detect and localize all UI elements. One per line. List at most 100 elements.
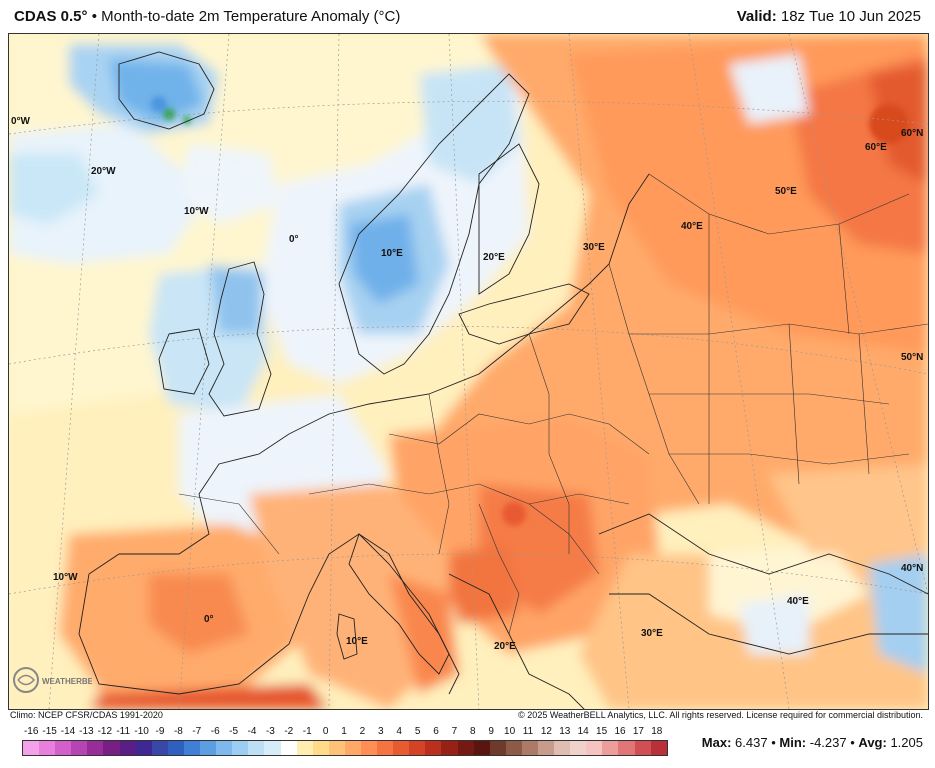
colorbar-label: 11 [522,726,534,737]
label-20w-north: 20°W [91,166,116,177]
colorbar-cell [344,741,361,755]
colorbar-label: -10 [134,726,149,737]
colorbar-cell [457,741,474,755]
colorbar-label: -12 [97,726,113,737]
label-40e-north: 40°E [681,221,703,232]
avg-value: 1.205 [890,735,923,750]
max-value: 6.437 [735,735,768,750]
header: CDAS 0.5° • Month-to-date 2m Temperature… [0,0,935,32]
colorbar-label: 0 [322,726,329,737]
colorbar-label: 17 [632,726,644,737]
colorbar-cell [232,741,249,755]
colorbar-label: 13 [559,726,571,737]
colorbar-label: -3 [265,726,275,737]
valid-time-value: 18z Tue 10 Jun 2025 [780,8,921,25]
stats-dot-2: • [850,735,855,750]
label-40n: 40°N [901,563,923,574]
valid-label: Valid: [736,8,777,25]
colorbar-cell [39,741,56,755]
colorbar-cell [393,741,410,755]
min-value: -4.237 [809,735,847,750]
anomaly-map[interactable]: 0°W 20°W 10°W 0° 10°E 20°E 30°E 40°E 50°… [8,33,929,710]
label-20e-south: 20°E [494,641,516,652]
max-label: Max: [701,735,732,750]
copyright-note: © 2025 WeatherBELL Analytics, LLC. All r… [518,710,923,720]
label-10e-north: 10°E [381,248,403,259]
colorbar-label: 1 [341,726,347,737]
colorbar-label: -4 [247,726,257,737]
colorbar-cell [409,741,426,755]
colorbar-cell [425,741,442,755]
colorbar-cell [554,741,571,755]
label-50n: 50°N [901,352,923,363]
graticule [9,34,928,709]
colorbar-cell [296,741,313,755]
colorbar-cell [328,741,345,755]
colorbar-label: 4 [396,726,402,737]
colorbar-label: -1 [302,726,312,737]
colorbar-cell [280,741,297,755]
valid-time: Valid: 18z Tue 10 Jun 2025 [737,8,921,25]
colorbar-label: 15 [596,726,608,737]
colorbar-cell [618,741,635,755]
label-10e-south: 10°E [346,636,368,647]
colorbar-cell [538,741,555,755]
product-name: Month-to-date 2m Temperature Anomaly (°C… [101,8,401,25]
colorbar-label: 3 [378,726,384,737]
colorbar-label: 7 [451,726,458,737]
colorbar-cell [312,741,329,755]
colorbar-cell [183,741,201,755]
label-60e-north: 60°E [865,142,887,153]
colorbar-cell [167,741,184,755]
colorbar-cell [71,741,88,755]
label-30e-south: 30°E [641,628,663,639]
label-10w-south: 10°W [53,572,78,583]
colorbar-label: 14 [577,726,589,737]
model-name: CDAS 0.5° [14,8,88,25]
stats-dot-1: • [771,735,776,750]
label-0-north: 0° [289,234,299,245]
colorbar-cell [151,741,168,755]
colorbar-label: -16 [23,726,39,737]
colorbar-label: 18 [651,726,663,737]
label-20e-north: 20°E [483,252,505,263]
coastlines [78,51,928,709]
colorbar-cell [135,741,152,755]
title-separator: • [91,8,97,25]
weatherbell-logo-graphic: WEATHERBELL [13,667,103,693]
anomaly-field [9,34,928,709]
colorbar-cell [521,741,538,755]
colorbar-cell [248,741,265,755]
colorbar-label: -7 [192,726,202,737]
colorbar-cell [119,741,136,755]
colorbar-label: 10 [504,726,516,737]
colorbar-label: 16 [614,726,626,737]
colorbar-label: 8 [470,726,476,737]
colorbar-label: -5 [229,726,239,737]
stats-summary: Max: 6.437 • Min: -4.237 • Avg: 1.205 [702,735,923,750]
colorbar-label: -6 [210,726,220,737]
colorbar-label: -2 [284,726,294,737]
colorbar-label: -13 [79,726,94,737]
grid-labels: 0°W 20°W 10°W 0° 10°E 20°E 30°E 40°E 50°… [11,116,923,652]
colorbar-cell [586,741,603,755]
colorbar-label: -15 [42,726,57,737]
colorbar-cell [103,741,120,755]
colorbar-label: -8 [173,726,183,737]
climo-note: Climo: NCEP CFSR/CDAS 1991-2020 [10,710,163,720]
label-0-south: 0° [204,614,214,625]
colorbar-cell [602,741,619,755]
logo-text: WEATHERBELL [42,677,92,686]
map-canvas: 0°W 20°W 10°W 0° 10°E 20°E 30°E 40°E 50°… [9,34,928,709]
colorbar-label: 9 [488,726,494,737]
country-borders [178,173,928,635]
colorbar-cell [634,741,651,755]
label-10w-north: 10°W [184,206,209,217]
label-60n: 60°N [901,128,923,139]
label-50e-north: 50°E [775,186,797,197]
colorbar-cell [473,741,490,755]
colorbar-cell [377,741,394,755]
colorbar-cell [216,741,233,755]
label-0w-nw: 0°W [11,116,31,127]
colorbar-cell [55,741,72,755]
